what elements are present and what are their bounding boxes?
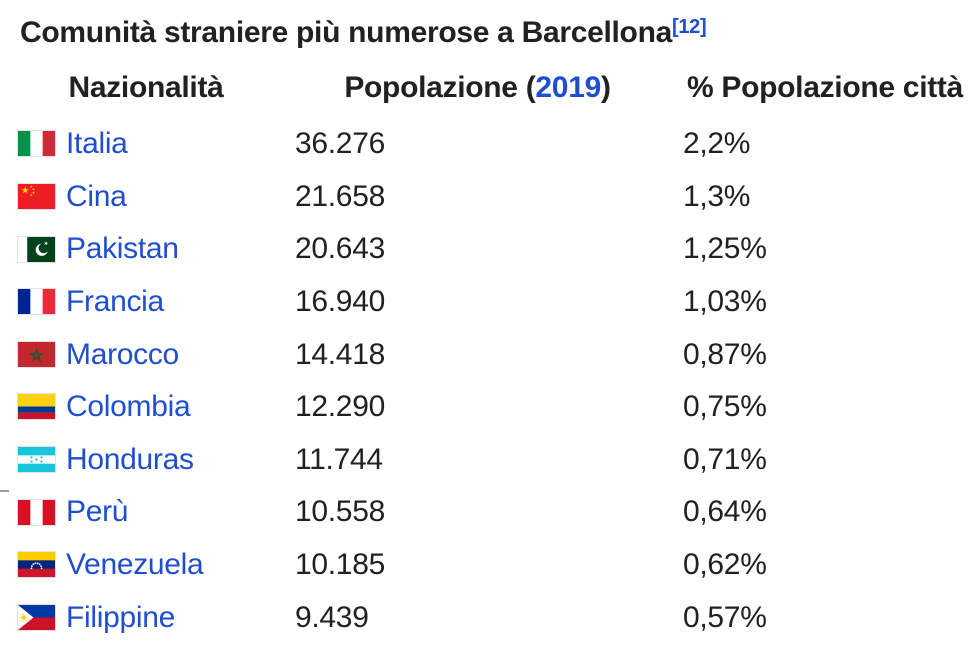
pakistan-flag-icon[interactable] bbox=[17, 235, 56, 263]
nationality-cell: Perù bbox=[9, 486, 283, 539]
population-value: 36.276 bbox=[295, 127, 385, 161]
colombia-flag-icon[interactable] bbox=[17, 393, 56, 421]
peru-flag-icon[interactable] bbox=[17, 498, 56, 526]
country-link[interactable]: Honduras bbox=[66, 442, 194, 476]
percent-value: 0,57% bbox=[683, 600, 767, 634]
table-row: Marocco 14.418 0,87% bbox=[9, 328, 978, 381]
country-link[interactable]: Marocco bbox=[66, 337, 179, 371]
percent-value: 1,3% bbox=[683, 179, 751, 213]
nationality-cell: Francia bbox=[9, 276, 283, 329]
percent-value: 1,03% bbox=[683, 285, 767, 319]
header-row: Nazionalità Popolazione (2019) % Popolaz… bbox=[9, 58, 978, 118]
percent-value: 0,62% bbox=[683, 548, 767, 582]
country-link[interactable]: Francia bbox=[66, 285, 164, 319]
nationality-cell: Honduras bbox=[9, 434, 283, 487]
france-flag-icon[interactable] bbox=[17, 288, 56, 316]
venezuela-flag-icon[interactable] bbox=[17, 551, 56, 579]
table-body: Italia 36.276 2,2% Cina 21.658 1,3% Paki… bbox=[9, 118, 978, 644]
article-section: Comunità straniere più numerose a Barcel… bbox=[0, 16, 978, 644]
population-value: 10.558 bbox=[295, 495, 385, 529]
china-flag-icon[interactable] bbox=[17, 182, 56, 210]
table-row: Italia 36.276 2,2% bbox=[9, 118, 978, 171]
population-value: 12.290 bbox=[295, 390, 385, 424]
table-row: Venezuela 10.185 0,62% bbox=[9, 539, 978, 592]
philippines-flag-icon[interactable] bbox=[17, 603, 56, 631]
country-link[interactable]: Filippine bbox=[66, 600, 176, 634]
population-value: 11.744 bbox=[295, 442, 383, 476]
table-row: Filippine 9.439 0,57% bbox=[9, 591, 978, 644]
table-row: Colombia 12.290 0,75% bbox=[9, 381, 978, 434]
table-row: Francia 16.940 1,03% bbox=[9, 276, 978, 329]
percent-value: 1,25% bbox=[683, 232, 767, 266]
country-link[interactable]: Cina bbox=[66, 179, 127, 213]
percent-value: 0,71% bbox=[683, 442, 767, 476]
country-link[interactable]: Pakistan bbox=[66, 232, 179, 266]
population-value: 16.940 bbox=[295, 285, 385, 319]
percent-value: 2,2% bbox=[683, 127, 751, 161]
left-edge-tick bbox=[0, 490, 9, 492]
communities-table: Nazionalità Popolazione (2019) % Popolaz… bbox=[9, 58, 978, 644]
nationality-cell: Cina bbox=[9, 171, 283, 224]
population-value: 10.185 bbox=[295, 548, 385, 582]
population-value: 9.439 bbox=[295, 600, 369, 634]
country-link[interactable]: Venezuela bbox=[66, 548, 204, 582]
col-header-population: Popolazione (2019) bbox=[344, 71, 611, 104]
col-header-nationality: Nazionalità bbox=[68, 71, 224, 104]
country-link[interactable]: Perù bbox=[66, 495, 129, 529]
year-link[interactable]: 2019 bbox=[535, 71, 601, 104]
nationality-cell: Marocco bbox=[9, 328, 283, 381]
nationality-cell: Colombia bbox=[9, 381, 283, 434]
col-header-percent: % Popolazione città bbox=[686, 71, 963, 104]
section-title-text: Comunità straniere più numerose a Barcel… bbox=[20, 16, 672, 49]
population-value: 20.643 bbox=[295, 232, 385, 266]
population-value: 21.658 bbox=[295, 179, 385, 213]
nationality-cell: Venezuela bbox=[9, 539, 283, 592]
table-row: Honduras 11.744 0,71% bbox=[9, 434, 978, 487]
population-value: 14.418 bbox=[295, 337, 385, 371]
table-row: Cina 21.658 1,3% bbox=[9, 171, 978, 224]
nationality-cell: Pakistan bbox=[9, 223, 283, 276]
italy-flag-icon[interactable] bbox=[17, 130, 56, 158]
section-title: Comunità straniere più numerose a Barcel… bbox=[20, 16, 978, 50]
honduras-flag-icon[interactable] bbox=[17, 445, 56, 473]
reference-sup: [12] bbox=[672, 16, 707, 38]
table-row: Pakistan 20.643 1,25% bbox=[9, 223, 978, 276]
nationality-cell: Filippine bbox=[9, 591, 283, 644]
percent-value: 0,64% bbox=[683, 495, 767, 529]
reference-link[interactable]: [12] bbox=[672, 16, 707, 38]
nationality-cell: Italia bbox=[9, 118, 283, 171]
percent-value: 0,87% bbox=[683, 337, 767, 371]
table-row: Perù 10.558 0,64% bbox=[9, 486, 978, 539]
morocco-flag-icon[interactable] bbox=[17, 340, 56, 368]
country-link[interactable]: Colombia bbox=[66, 390, 191, 424]
country-link[interactable]: Italia bbox=[66, 127, 128, 161]
percent-value: 0,75% bbox=[683, 390, 767, 424]
